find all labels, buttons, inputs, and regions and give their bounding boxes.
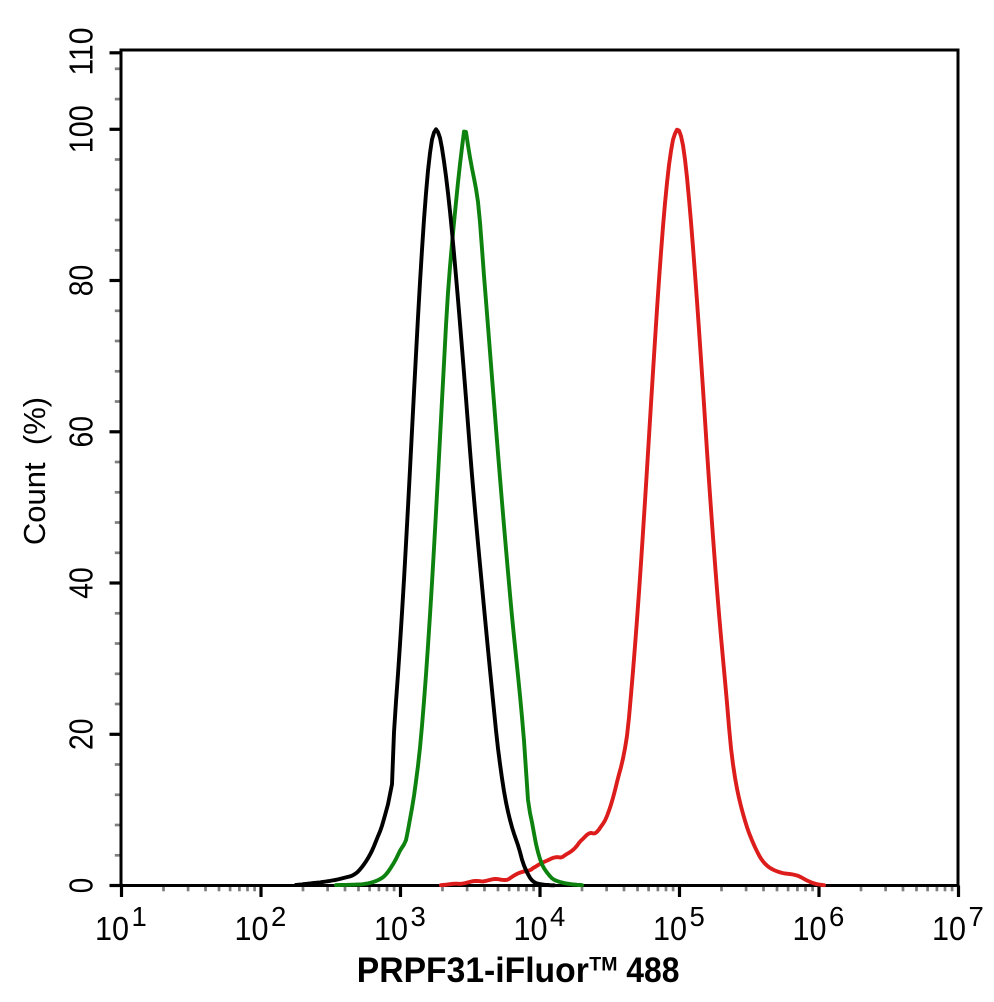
svg-text:Count (%): Count (%) (17, 397, 52, 545)
svg-text:110: 110 (63, 28, 100, 76)
svg-text:PRPF31-iFluorTM 488: PRPF31-iFluorTM 488 (357, 951, 680, 990)
svg-text:107: 107 (932, 901, 984, 947)
svg-text:40: 40 (63, 567, 100, 599)
svg-text:0: 0 (63, 878, 100, 894)
svg-text:103: 103 (374, 901, 426, 947)
svg-text:104: 104 (514, 901, 566, 947)
svg-text:106: 106 (793, 901, 845, 947)
svg-text:60: 60 (63, 416, 100, 448)
svg-text:20: 20 (63, 719, 100, 751)
svg-text:102: 102 (235, 901, 287, 947)
svg-text:80: 80 (63, 265, 100, 297)
svg-text:100: 100 (63, 105, 100, 153)
svg-text:101: 101 (95, 901, 147, 947)
svg-text:105: 105 (653, 901, 705, 947)
